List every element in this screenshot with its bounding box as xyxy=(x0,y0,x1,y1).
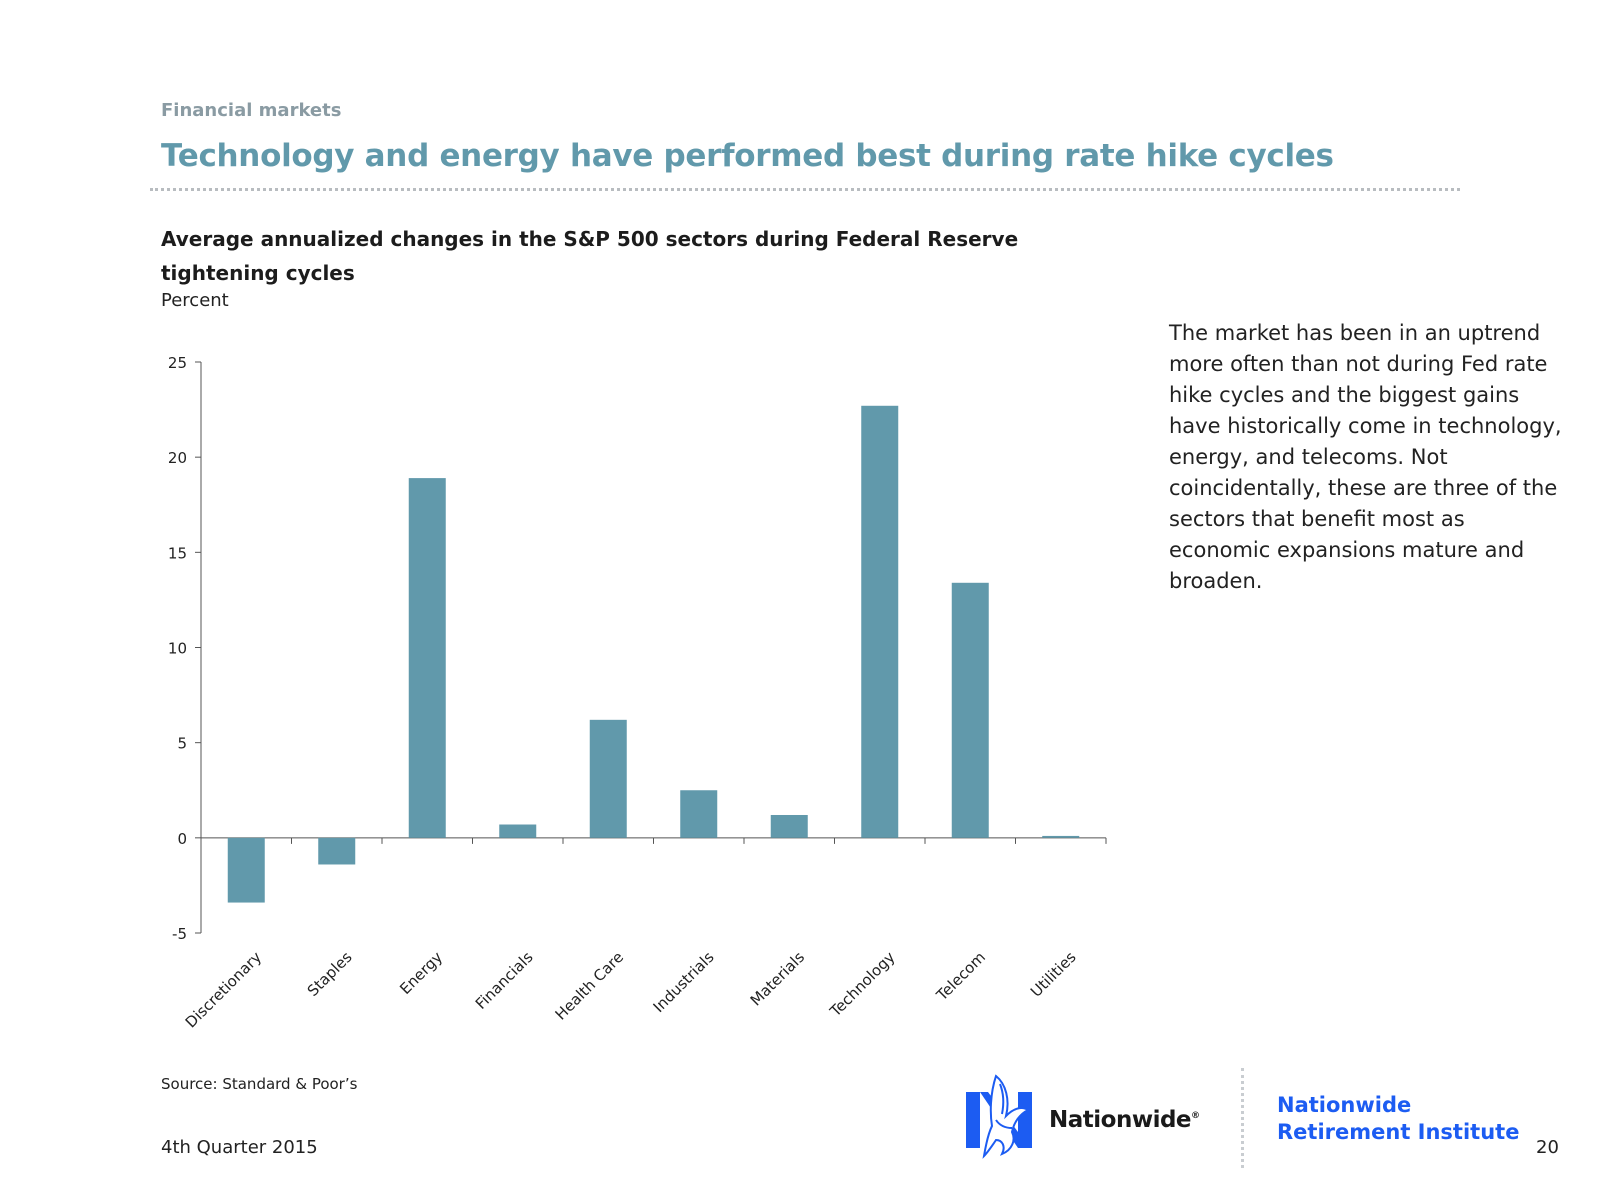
bar-energy xyxy=(408,478,446,838)
brand-name-text: Nationwide xyxy=(1049,1107,1192,1133)
x-category-label: Telecom xyxy=(932,948,989,1005)
x-category-label: Discretionary xyxy=(182,948,265,1031)
y-tick-label: 25 xyxy=(168,354,187,372)
bar-financials xyxy=(499,824,537,838)
bar-staples xyxy=(318,837,356,865)
x-category-label: Financials xyxy=(472,948,537,1013)
commentary-text: The market has been in an uptrend more o… xyxy=(1169,321,1562,593)
chart-bars xyxy=(227,405,1080,903)
x-category-label: Health Care xyxy=(552,948,627,1023)
institute-name: Nationwide Retirement Institute xyxy=(1277,1092,1519,1146)
eagle-logo-icon xyxy=(966,1074,1032,1159)
page-headline: Technology and energy have performed bes… xyxy=(161,138,1334,174)
x-category-label: Energy xyxy=(396,948,446,998)
x-category-label: Technology xyxy=(826,948,899,1021)
x-category-label: Materials xyxy=(747,948,808,1009)
y-tick-label: 20 xyxy=(168,449,187,467)
brand-name: Nationwide® xyxy=(1049,1107,1200,1133)
y-tick-label: 10 xyxy=(168,640,187,658)
bar-chart: 25 20 15 10 5 0 -5 Discretionary Staples Energy Fi… xyxy=(168,354,1107,1031)
x-category-label: Utilities xyxy=(1027,948,1080,1001)
bar-discretionary xyxy=(227,837,265,903)
source-note: Source: Standard & Poor’s xyxy=(161,1075,358,1093)
bar-materials xyxy=(770,814,808,838)
institute-line-1: Nationwide xyxy=(1277,1093,1412,1117)
institute-line-2: Retirement Institute xyxy=(1277,1120,1520,1144)
footer-divider xyxy=(1241,1068,1244,1168)
chart-y-unit: Percent xyxy=(161,290,229,311)
header-divider xyxy=(150,188,1460,191)
chart-labels: 25 20 15 10 5 0 -5 Discretionary Staples Energy Fi… xyxy=(168,354,1080,1031)
report-quarter: 4th Quarter 2015 xyxy=(161,1137,318,1158)
y-tick-label: -5 xyxy=(172,925,187,943)
bar-technology xyxy=(861,405,899,838)
chart-title: Average annualized changes in the S&P 50… xyxy=(161,227,1019,285)
section-label: Financial markets xyxy=(161,100,342,121)
bar-health-care xyxy=(589,719,627,838)
y-tick-label: 15 xyxy=(168,544,187,562)
page-number: 20 xyxy=(1536,1137,1559,1158)
x-category-label: Staples xyxy=(304,948,356,1000)
y-tick-label: 5 xyxy=(177,735,187,753)
bar-telecom xyxy=(951,582,989,838)
registered-mark: ® xyxy=(1191,1111,1200,1121)
bar-industrials xyxy=(680,790,718,838)
x-category-label: Industrials xyxy=(650,948,718,1016)
bar-utilities xyxy=(1042,835,1080,838)
y-tick-label: 0 xyxy=(177,830,187,848)
